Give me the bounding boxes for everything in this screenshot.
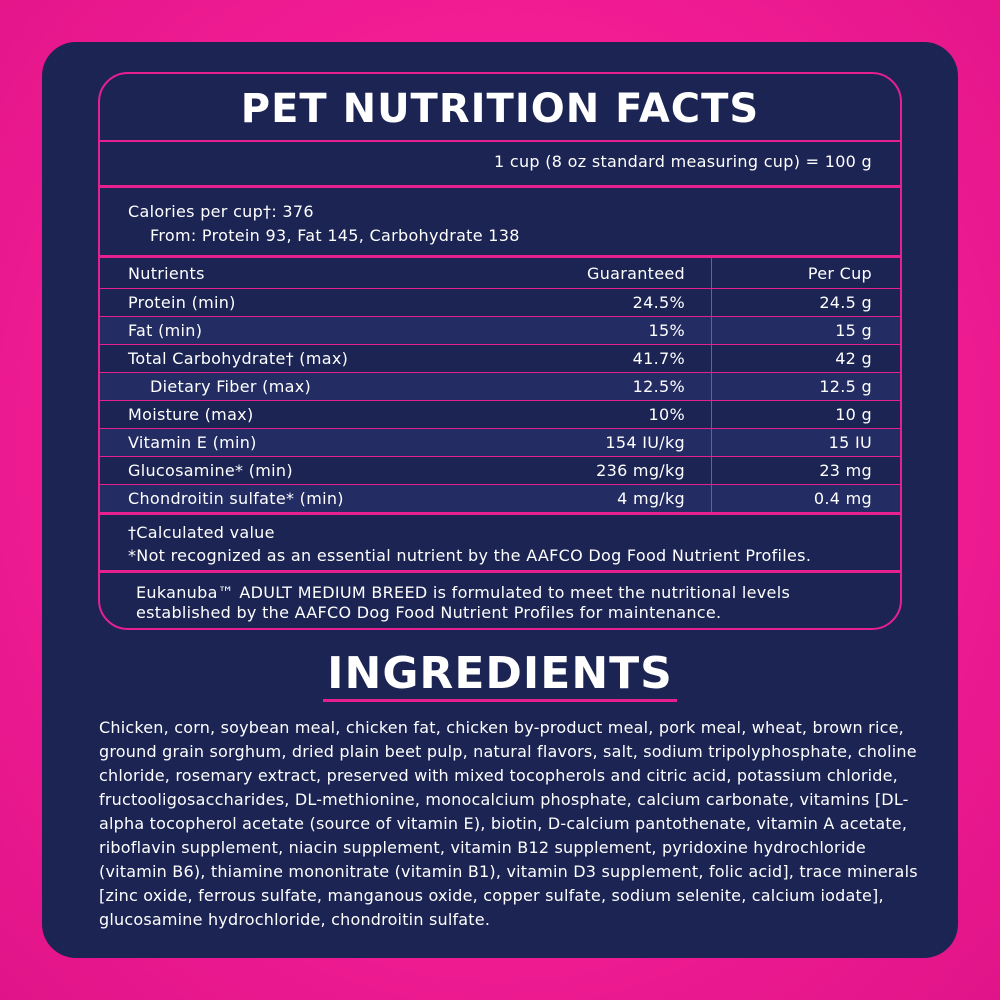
table-row: Moisture (max) 10% 10 g [100,400,900,429]
divider-thick [100,512,900,515]
nutrient-per-cup: 15 IU [711,428,900,457]
facts-title: PET NUTRITION FACTS [240,86,760,132]
table-row: Glucosamine* (min) 236 mg/kg 23 mg [100,456,900,485]
nutrient-per-cup: 42 g [711,344,900,373]
table-row: Fat (min) 15% 15 g [100,316,900,345]
table-row: Vitamin E (min) 154 IU/kg 15 IU [100,428,900,457]
footnote-not-recognized: *Not recognized as an essential nutrient… [128,546,812,565]
table-row: Protein (min) 24.5% 24.5 g [100,288,900,317]
nutrient-name: Protein (min) [100,288,445,317]
ingredients-title: INGREDIENTS [327,648,673,699]
serving-size: 1 cup (8 oz standard measuring cup) = 10… [494,152,872,171]
calories-section: Calories per cup†: 376 From: Protein 93,… [100,188,900,255]
ingredients-list: Chicken, corn, soybean meal, chicken fat… [99,718,918,929]
nutrient-name: Chondroitin sulfate* (min) [100,484,445,512]
header-nutrients: Nutrients [100,258,445,289]
nutrition-facts-panel: PET NUTRITION FACTS 1 cup (8 oz standard… [98,72,902,630]
table-row: Dietary Fiber (max) 12.5% 12.5 g [100,372,900,401]
nutrient-guaranteed: 41.7% [445,344,712,373]
calories-breakdown: From: Protein 93, Fat 145, Carbohydrate … [150,226,520,245]
header-per-cup: Per Cup [711,258,900,289]
table-row: Total Carbohydrate† (max) 41.7% 42 g [100,344,900,373]
nutrient-guaranteed: 4 mg/kg [445,484,712,512]
nutrient-per-cup: 10 g [711,400,900,429]
nutrient-per-cup: 0.4 mg [711,484,900,512]
divider-thick [100,570,900,573]
nutrient-per-cup: 12.5 g [711,372,900,401]
divider [100,140,900,142]
nutrient-guaranteed: 12.5% [445,372,712,401]
nutrient-guaranteed: 24.5% [445,288,712,317]
nutrient-name: Moisture (max) [100,400,445,429]
nutrient-name: Total Carbohydrate† (max) [100,344,445,373]
nutrient-guaranteed: 15% [445,316,712,345]
divider-thick [100,185,900,188]
nutrient-name: Dietary Fiber (max) [100,372,445,401]
table-row: Chondroitin sulfate* (min) 4 mg/kg 0.4 m… [100,484,900,512]
nutrient-name: Glucosamine* (min) [100,456,445,485]
footnotes: †Calculated value *Not recognized as an … [100,515,900,570]
calories-per-cup: Calories per cup†: 376 [128,202,314,221]
header-guaranteed: Guaranteed [445,258,712,289]
table-header-row: Nutrients Guaranteed Per Cup [100,258,900,289]
nutrient-per-cup: 24.5 g [711,288,900,317]
nutrient-per-cup: 15 g [711,316,900,345]
divider-thick [100,255,900,258]
nutrients-table: Nutrients Guaranteed Per Cup Protein (mi… [100,258,900,512]
ingredients-underline [323,699,677,702]
nutrient-guaranteed: 154 IU/kg [445,428,712,457]
nutrient-name: Fat (min) [100,316,445,345]
nutrient-name: Vitamin E (min) [100,428,445,457]
nutrient-guaranteed: 236 mg/kg [445,456,712,485]
footnote-calculated: †Calculated value [128,523,275,542]
aafco-statement: Eukanuba™ ADULT MEDIUM BREED is formulat… [136,583,791,622]
nutrient-guaranteed: 10% [445,400,712,429]
nutrient-per-cup: 23 mg [711,456,900,485]
